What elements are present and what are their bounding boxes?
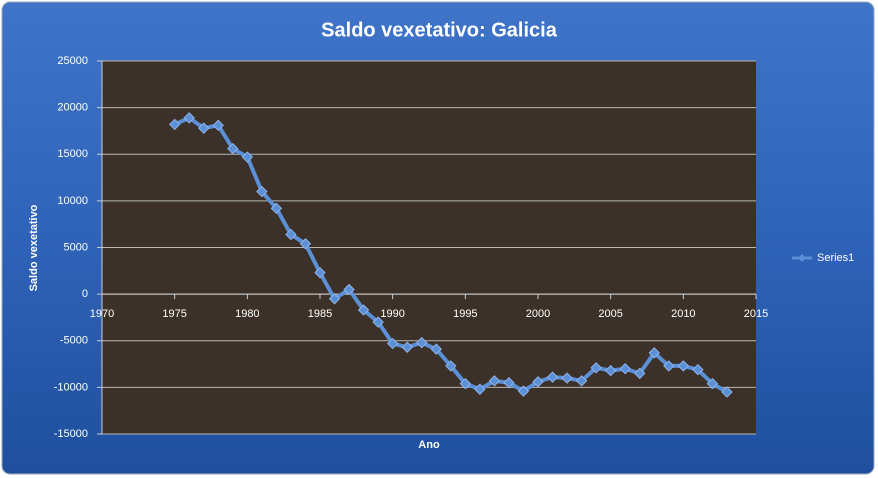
data-point bbox=[372, 316, 384, 328]
y-tick-label: 0 bbox=[82, 288, 88, 300]
x-tick-label: 2015 bbox=[744, 308, 768, 320]
data-point bbox=[183, 112, 195, 124]
x-tick-label: 1980 bbox=[235, 308, 259, 320]
data-point bbox=[401, 341, 413, 353]
y-tick-label: 5000 bbox=[64, 241, 88, 253]
data-point bbox=[677, 360, 690, 372]
y-tick-label: 25000 bbox=[57, 55, 88, 67]
data-point bbox=[532, 376, 544, 388]
data-point bbox=[285, 228, 297, 241]
data-point bbox=[634, 367, 646, 380]
y-axis-label: Saldo vexetativo bbox=[28, 204, 40, 291]
x-tick-label: 1985 bbox=[308, 308, 332, 320]
data-point bbox=[328, 293, 341, 305]
data-point bbox=[212, 119, 224, 132]
data-point bbox=[721, 386, 733, 398]
data-point bbox=[604, 364, 617, 377]
data-point bbox=[227, 142, 239, 155]
data-point bbox=[692, 363, 704, 376]
y-tick-label: 20000 bbox=[57, 102, 88, 114]
data-point bbox=[459, 377, 472, 390]
legend-marker bbox=[798, 254, 806, 262]
x-tick-label: 2000 bbox=[526, 308, 550, 320]
y-tick-label: 15000 bbox=[57, 148, 88, 160]
data-point bbox=[619, 363, 631, 375]
x-tick-label: 1990 bbox=[380, 308, 404, 320]
data-point bbox=[474, 383, 486, 395]
data-point bbox=[386, 337, 399, 350]
data-point bbox=[706, 377, 719, 390]
data-point bbox=[168, 118, 181, 131]
y-tick-label: -15000 bbox=[54, 428, 88, 440]
legend-label: Series1 bbox=[817, 252, 854, 264]
x-tick-label: 1995 bbox=[453, 308, 477, 320]
data-point bbox=[343, 283, 355, 296]
y-tick-label: 10000 bbox=[57, 195, 88, 207]
data-point bbox=[256, 185, 268, 198]
data-point bbox=[357, 304, 370, 316]
data-point bbox=[517, 385, 530, 397]
y-tick-label: -5000 bbox=[60, 335, 88, 347]
data-point bbox=[198, 122, 210, 134]
data-point bbox=[270, 202, 283, 215]
x-tick-label: 1970 bbox=[90, 308, 114, 320]
data-point bbox=[430, 343, 442, 355]
data-point bbox=[416, 336, 428, 349]
data-point bbox=[445, 360, 457, 372]
data-point bbox=[590, 362, 602, 374]
data-point bbox=[648, 347, 660, 359]
data-point bbox=[663, 360, 675, 372]
data-point bbox=[546, 371, 559, 383]
x-tick-label: 2010 bbox=[671, 308, 695, 320]
data-point bbox=[488, 375, 501, 387]
x-tick-label: 2005 bbox=[598, 308, 622, 320]
data-point bbox=[241, 151, 254, 163]
data-point bbox=[561, 372, 573, 384]
data-point bbox=[503, 377, 515, 389]
x-tick-label: 1975 bbox=[162, 308, 186, 320]
chart-title: Saldo vexetativo: Galicia bbox=[321, 19, 558, 41]
x-axis-label: Ano bbox=[418, 439, 440, 451]
data-point bbox=[575, 375, 588, 387]
data-point bbox=[314, 266, 326, 279]
data-point bbox=[299, 238, 312, 250]
y-tick-label: -10000 bbox=[54, 381, 88, 393]
